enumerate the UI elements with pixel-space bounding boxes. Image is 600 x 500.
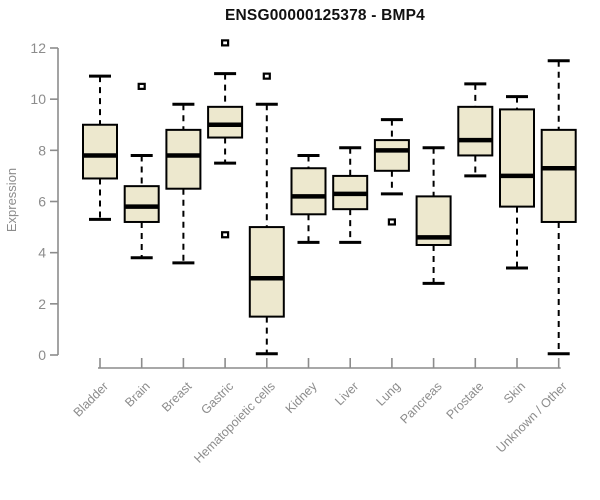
box (82, 123, 118, 180)
box (165, 128, 202, 190)
outlier-point (387, 218, 396, 226)
y-tick-label: 2 (38, 296, 46, 312)
chart-title: ENSG00000125378 - BMP4 (225, 7, 425, 24)
x-category-label: Unknown / Other (494, 379, 570, 455)
x-category-label: Lung (373, 379, 403, 409)
box (540, 128, 577, 223)
y-tick-label: 10 (30, 91, 46, 107)
outlier-point (137, 82, 146, 90)
box (123, 185, 160, 223)
x-category-label: Hematopoietic cells (191, 379, 278, 466)
y-tick-label: 8 (38, 142, 46, 158)
y-tick-label: 4 (38, 245, 46, 261)
box (373, 139, 410, 172)
box (457, 105, 494, 157)
x-category-label: Bladder (71, 379, 111, 419)
box (248, 226, 285, 318)
outlier-point (262, 72, 271, 80)
box (207, 105, 244, 139)
y-axis-label: Expression (4, 167, 19, 233)
y-tick-label: 12 (30, 40, 46, 56)
box (290, 167, 327, 216)
x-category-label: Breast (159, 379, 195, 415)
x-category-label: Kidney (283, 379, 320, 416)
y-tick-label: 0 (38, 347, 46, 363)
x-category-label: Gastric (198, 379, 236, 417)
y-tick-label: 6 (38, 194, 46, 210)
box (499, 108, 535, 208)
outlier-point (221, 231, 230, 239)
x-category-label: Skin (501, 379, 528, 406)
x-category-label: Prostate (444, 379, 487, 422)
x-category-label: Pancreas (397, 379, 444, 426)
outlier-point (221, 39, 230, 47)
x-category-label: Brain (122, 379, 153, 410)
x-category-label: Liver (332, 379, 361, 408)
